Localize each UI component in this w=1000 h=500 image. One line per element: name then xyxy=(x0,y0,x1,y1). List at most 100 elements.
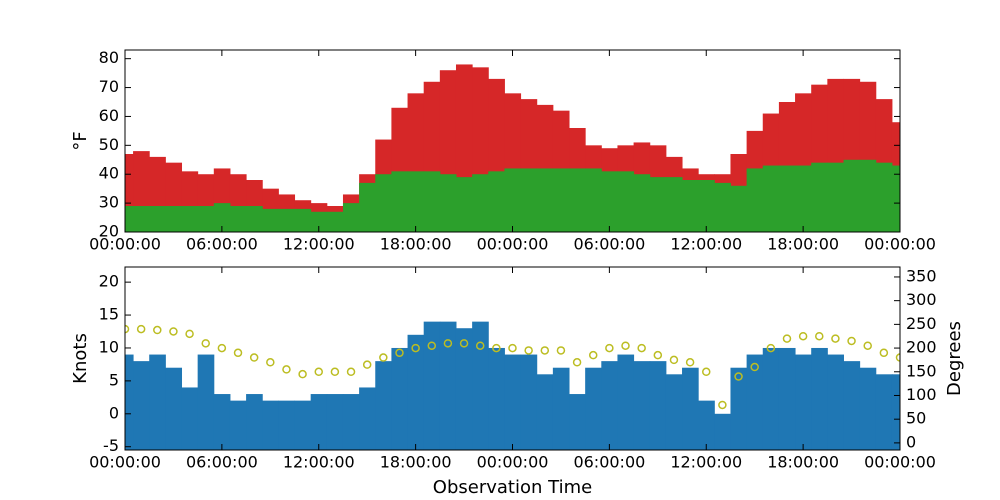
scatter-point xyxy=(314,367,323,377)
bar xyxy=(698,180,715,232)
x-tick-label: 00:00:00 xyxy=(89,235,161,254)
bar xyxy=(762,165,780,232)
bar xyxy=(197,206,215,232)
bar xyxy=(520,354,538,450)
scatter-point xyxy=(459,339,469,348)
bar xyxy=(165,367,183,450)
bar xyxy=(229,400,247,450)
scatter-point xyxy=(895,353,900,362)
scatter-point xyxy=(346,367,356,377)
bar xyxy=(125,354,134,450)
bar xyxy=(472,174,489,232)
y-tick-label: 60 xyxy=(99,106,119,125)
bar xyxy=(859,367,877,450)
bar xyxy=(423,321,441,450)
y2-tick-label: 50 xyxy=(906,409,926,428)
bar xyxy=(294,208,312,232)
bar xyxy=(407,334,425,450)
scatter-point xyxy=(718,400,727,410)
bar xyxy=(133,206,150,232)
scatter-point xyxy=(815,331,824,341)
bar xyxy=(827,354,844,450)
x-tick-label: 00:00:00 xyxy=(89,453,161,472)
y2-tick-label: 250 xyxy=(906,314,937,333)
scatter-point xyxy=(201,339,210,348)
plot-area xyxy=(125,321,900,450)
y-tick-label: 10 xyxy=(99,337,119,356)
y-tick-label: 15 xyxy=(99,305,119,324)
x-tick-label: 00:00:00 xyxy=(864,453,936,472)
bar xyxy=(552,367,570,450)
scatter-point xyxy=(863,341,872,350)
x-tick-label: 06:00:00 xyxy=(573,235,645,254)
scatter-point xyxy=(847,336,856,346)
bar xyxy=(649,177,667,232)
bar xyxy=(455,177,473,232)
y-tick-label: 20 xyxy=(99,222,119,241)
y-axis-label: °F xyxy=(70,131,91,150)
bar xyxy=(278,208,296,232)
bar xyxy=(407,171,425,232)
bar xyxy=(342,394,360,450)
bar xyxy=(326,394,344,450)
bar xyxy=(246,206,263,232)
scatter-point xyxy=(185,329,194,339)
x-tick-label: 12:00:00 xyxy=(670,235,742,254)
y2-tick-label: 150 xyxy=(906,361,937,380)
bar xyxy=(795,165,812,232)
bar xyxy=(875,162,893,232)
scatter-point xyxy=(621,341,630,350)
y2-tick-label: 0 xyxy=(906,432,916,451)
scatter-point xyxy=(508,343,517,353)
bar xyxy=(762,347,780,450)
bar xyxy=(617,354,635,450)
bar xyxy=(504,354,522,450)
bar xyxy=(875,374,893,450)
y-tick-label: 20 xyxy=(99,272,119,291)
bar xyxy=(843,159,861,232)
bar xyxy=(359,182,376,232)
scatter-point xyxy=(669,355,679,365)
y-tick-label: 30 xyxy=(99,193,119,212)
y-tick-label: 80 xyxy=(99,48,119,67)
scatter-point xyxy=(379,353,388,362)
y-axis-label: Knots xyxy=(70,333,91,384)
bar xyxy=(585,367,602,450)
bar xyxy=(278,400,296,450)
bar xyxy=(617,171,635,232)
bar xyxy=(811,162,828,232)
scatter-point xyxy=(136,324,146,334)
y-tick-label: -5 xyxy=(103,436,119,455)
bar xyxy=(342,203,360,232)
x-tick-label: 18:00:00 xyxy=(767,235,839,254)
scatter-point xyxy=(249,353,259,362)
scatter-point xyxy=(540,346,550,355)
x-tick-label: 06:00:00 xyxy=(186,453,258,472)
scatter-point xyxy=(831,334,840,343)
bar xyxy=(197,354,215,450)
bar xyxy=(665,177,683,232)
scatter-point xyxy=(330,367,340,377)
bar xyxy=(375,361,392,450)
scatter-point xyxy=(766,343,776,353)
plot-area xyxy=(125,64,900,232)
bar xyxy=(359,387,376,450)
x-tick-label: 06:00:00 xyxy=(573,453,645,472)
x-tick-label: 18:00:00 xyxy=(380,235,452,254)
bar xyxy=(778,347,796,450)
bar xyxy=(649,361,667,450)
bar xyxy=(891,165,900,232)
scatter-point xyxy=(524,346,533,355)
scatter-point xyxy=(266,358,275,367)
bar xyxy=(375,174,392,232)
bar xyxy=(795,354,812,450)
bar xyxy=(181,387,199,450)
x-tick-label: 06:00:00 xyxy=(186,235,258,254)
bar xyxy=(714,413,731,450)
bar xyxy=(213,203,231,232)
bar xyxy=(472,321,489,450)
bar xyxy=(698,400,715,450)
scatter-point xyxy=(298,369,307,379)
scatter-point xyxy=(653,350,663,360)
bar xyxy=(682,180,699,232)
